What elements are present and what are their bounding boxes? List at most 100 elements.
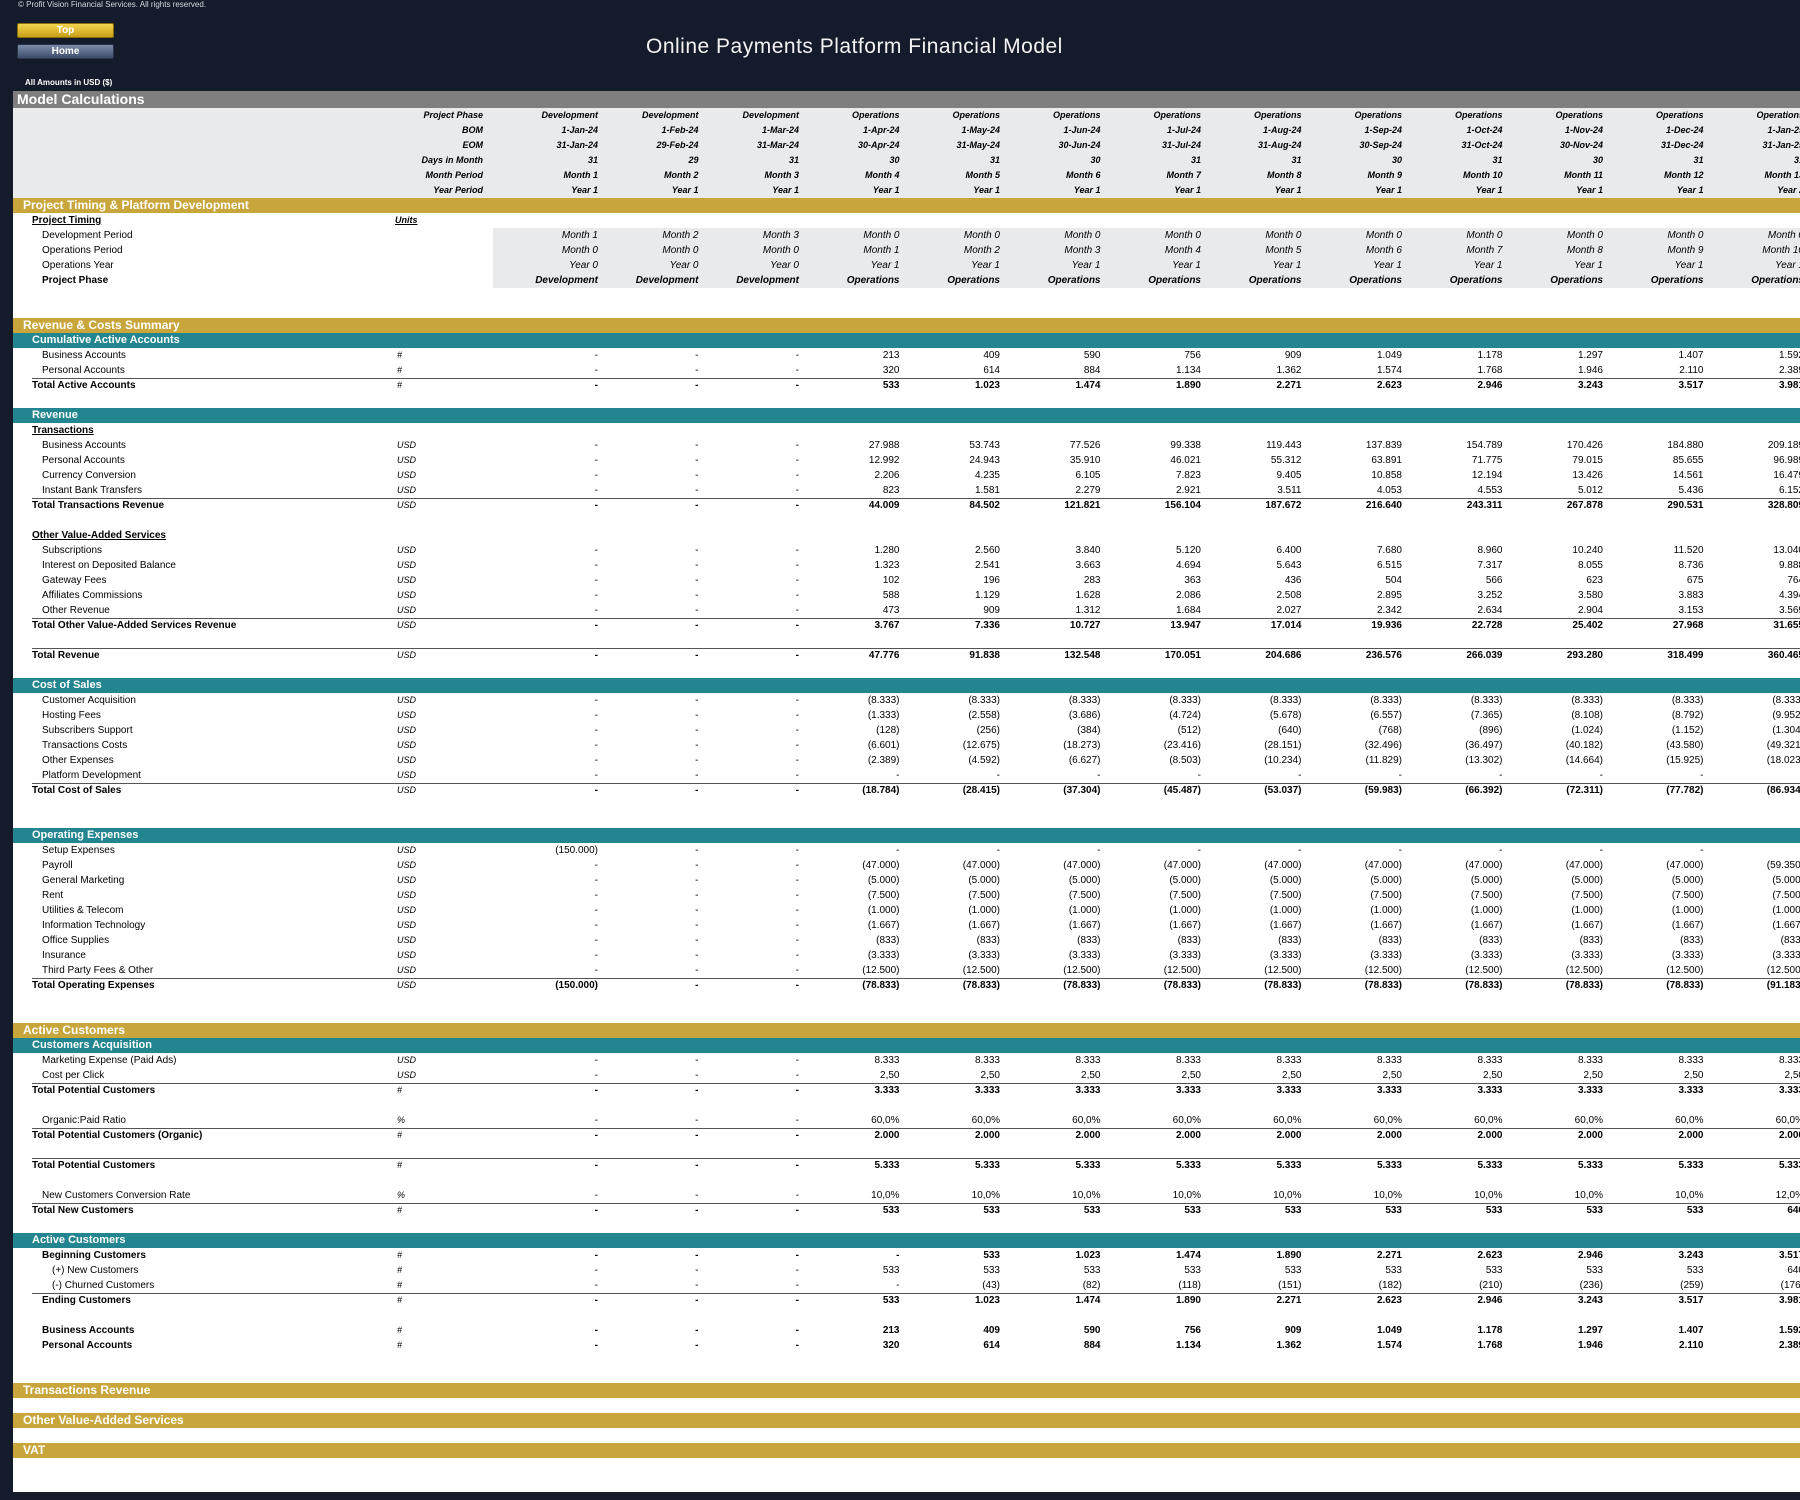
- value-cell[interactable]: -: [695, 1085, 699, 1096]
- value-cell[interactable]: 266.039: [1466, 650, 1503, 661]
- header-cell[interactable]: Month 13: [1764, 170, 1800, 180]
- value-cell[interactable]: (7.500): [1571, 890, 1603, 901]
- value-cell[interactable]: -: [594, 860, 598, 871]
- value-cell[interactable]: 2.623: [1376, 380, 1402, 391]
- value-cell[interactable]: 533: [882, 1205, 900, 1216]
- unit-cell[interactable]: USD: [397, 590, 417, 600]
- value-cell[interactable]: (1.000): [1169, 905, 1201, 916]
- value-cell[interactable]: (1.667): [867, 920, 900, 931]
- value-cell[interactable]: 5.436: [1678, 485, 1704, 496]
- value-cell[interactable]: (768): [1378, 725, 1402, 736]
- value-cell[interactable]: 2.279: [1075, 485, 1101, 496]
- value-cell[interactable]: 533: [1083, 1265, 1101, 1276]
- row-label[interactable]: Third Party Fees & Other: [42, 965, 154, 976]
- value-cell[interactable]: 1.474: [1075, 1295, 1101, 1306]
- value-cell[interactable]: (1.000): [1370, 905, 1402, 916]
- value-cell[interactable]: -: [795, 1205, 799, 1216]
- value-cell[interactable]: Month 0: [1566, 230, 1603, 241]
- value-cell[interactable]: 3.333: [1778, 1085, 1800, 1096]
- value-cell[interactable]: (3.333): [1772, 950, 1800, 961]
- value-cell[interactable]: 12.992: [868, 455, 900, 466]
- value-cell[interactable]: -: [795, 890, 799, 901]
- value-cell[interactable]: -: [594, 710, 598, 721]
- value-cell[interactable]: (14.664): [1565, 755, 1603, 766]
- value-cell[interactable]: -: [795, 1190, 799, 1201]
- value-cell[interactable]: Month 3: [1064, 245, 1101, 256]
- header-label[interactable]: BOM: [462, 125, 483, 135]
- value-cell[interactable]: -: [695, 440, 699, 451]
- header-cell[interactable]: 31: [587, 155, 598, 165]
- value-cell[interactable]: 2,50: [1282, 1070, 1302, 1081]
- value-cell[interactable]: (3.333): [1169, 950, 1201, 961]
- value-cell[interactable]: 675: [1686, 575, 1704, 586]
- header-label[interactable]: Project Phase: [423, 110, 483, 120]
- value-cell[interactable]: (1.152): [1671, 725, 1704, 736]
- header-cell[interactable]: 31: [1693, 155, 1704, 165]
- value-cell[interactable]: 1.628: [1075, 590, 1101, 601]
- value-cell[interactable]: -: [795, 575, 799, 586]
- value-cell[interactable]: 3.333: [1175, 1085, 1201, 1096]
- value-cell[interactable]: 1.297: [1577, 1325, 1603, 1336]
- value-cell[interactable]: -: [695, 1280, 699, 1291]
- value-cell[interactable]: 5.333: [1075, 1160, 1101, 1171]
- value-cell[interactable]: 1.023: [1075, 1250, 1101, 1261]
- unit-cell[interactable]: USD: [397, 740, 417, 750]
- unit-cell[interactable]: #: [397, 1250, 403, 1260]
- header-cell[interactable]: 30-Nov-24: [1559, 140, 1603, 150]
- subsection-title[interactable]: Active Customers: [32, 1234, 126, 1246]
- value-cell[interactable]: 2.110: [1679, 365, 1704, 376]
- value-cell[interactable]: 2.634: [1477, 605, 1503, 616]
- value-cell[interactable]: -: [695, 1295, 699, 1306]
- value-cell[interactable]: -: [896, 1280, 900, 1291]
- value-cell[interactable]: (86.934): [1766, 785, 1800, 796]
- value-cell[interactable]: 1.946: [1577, 365, 1603, 376]
- value-cell[interactable]: 5.120: [1175, 545, 1201, 556]
- value-cell[interactable]: 8.960: [1477, 545, 1503, 556]
- value-cell[interactable]: -: [695, 1250, 699, 1261]
- header-label[interactable]: Year Period: [433, 185, 483, 195]
- value-cell[interactable]: 4.694: [1175, 560, 1201, 571]
- unit-cell[interactable]: #: [397, 350, 403, 360]
- header-cell[interactable]: Operations: [1253, 110, 1302, 120]
- header-cell[interactable]: Development: [641, 110, 699, 120]
- value-cell[interactable]: 2.271: [1276, 380, 1302, 391]
- value-cell[interactable]: 533: [983, 1265, 1000, 1276]
- value-cell[interactable]: (150.000): [555, 980, 598, 991]
- total-label[interactable]: Total Potential Customers: [32, 1085, 156, 1096]
- value-cell[interactable]: -: [695, 620, 699, 631]
- value-cell[interactable]: 533: [1284, 1205, 1302, 1216]
- value-cell[interactable]: (8.333): [1772, 695, 1800, 706]
- value-cell[interactable]: Month 1: [863, 245, 900, 256]
- value-cell[interactable]: -: [695, 1190, 699, 1201]
- header-cell[interactable]: Month 1: [563, 170, 599, 180]
- value-cell[interactable]: -: [795, 935, 799, 946]
- value-cell[interactable]: (47.000): [962, 860, 1000, 871]
- unit-cell[interactable]: USD: [397, 545, 417, 555]
- row-label[interactable]: Beginning Customers: [42, 1250, 146, 1261]
- value-cell[interactable]: (3.333): [1269, 950, 1302, 961]
- value-cell[interactable]: 3.511: [1277, 485, 1302, 496]
- value-cell[interactable]: (1.304): [1772, 725, 1800, 736]
- value-cell[interactable]: Month 0: [662, 245, 699, 256]
- value-cell[interactable]: (7.500): [1269, 890, 1302, 901]
- value-cell[interactable]: -: [695, 890, 699, 901]
- value-cell[interactable]: 533: [1586, 1205, 1603, 1216]
- header-cell[interactable]: Year 1: [772, 185, 799, 195]
- value-cell[interactable]: 5.333: [1678, 1160, 1704, 1171]
- header-cell[interactable]: Month 7: [1166, 170, 1202, 180]
- value-cell[interactable]: 756: [1184, 350, 1201, 361]
- value-cell[interactable]: (8.792): [1671, 710, 1704, 721]
- value-cell[interactable]: (11.829): [1365, 755, 1402, 766]
- unit-cell[interactable]: USD: [397, 455, 417, 465]
- value-cell[interactable]: (47.000): [1364, 860, 1402, 871]
- value-cell[interactable]: Year 1: [870, 260, 900, 271]
- header-cell[interactable]: Month 5: [965, 170, 1001, 180]
- value-cell[interactable]: 1.362: [1276, 365, 1302, 376]
- value-cell[interactable]: -: [795, 710, 799, 721]
- value-cell[interactable]: (151): [1278, 1280, 1302, 1291]
- value-cell[interactable]: -: [594, 350, 598, 361]
- value-cell[interactable]: 533: [1284, 1265, 1302, 1276]
- header-cell[interactable]: 1-Jan-24: [561, 125, 598, 135]
- value-cell[interactable]: -: [594, 890, 598, 901]
- value-cell[interactable]: Month 0: [1064, 230, 1101, 241]
